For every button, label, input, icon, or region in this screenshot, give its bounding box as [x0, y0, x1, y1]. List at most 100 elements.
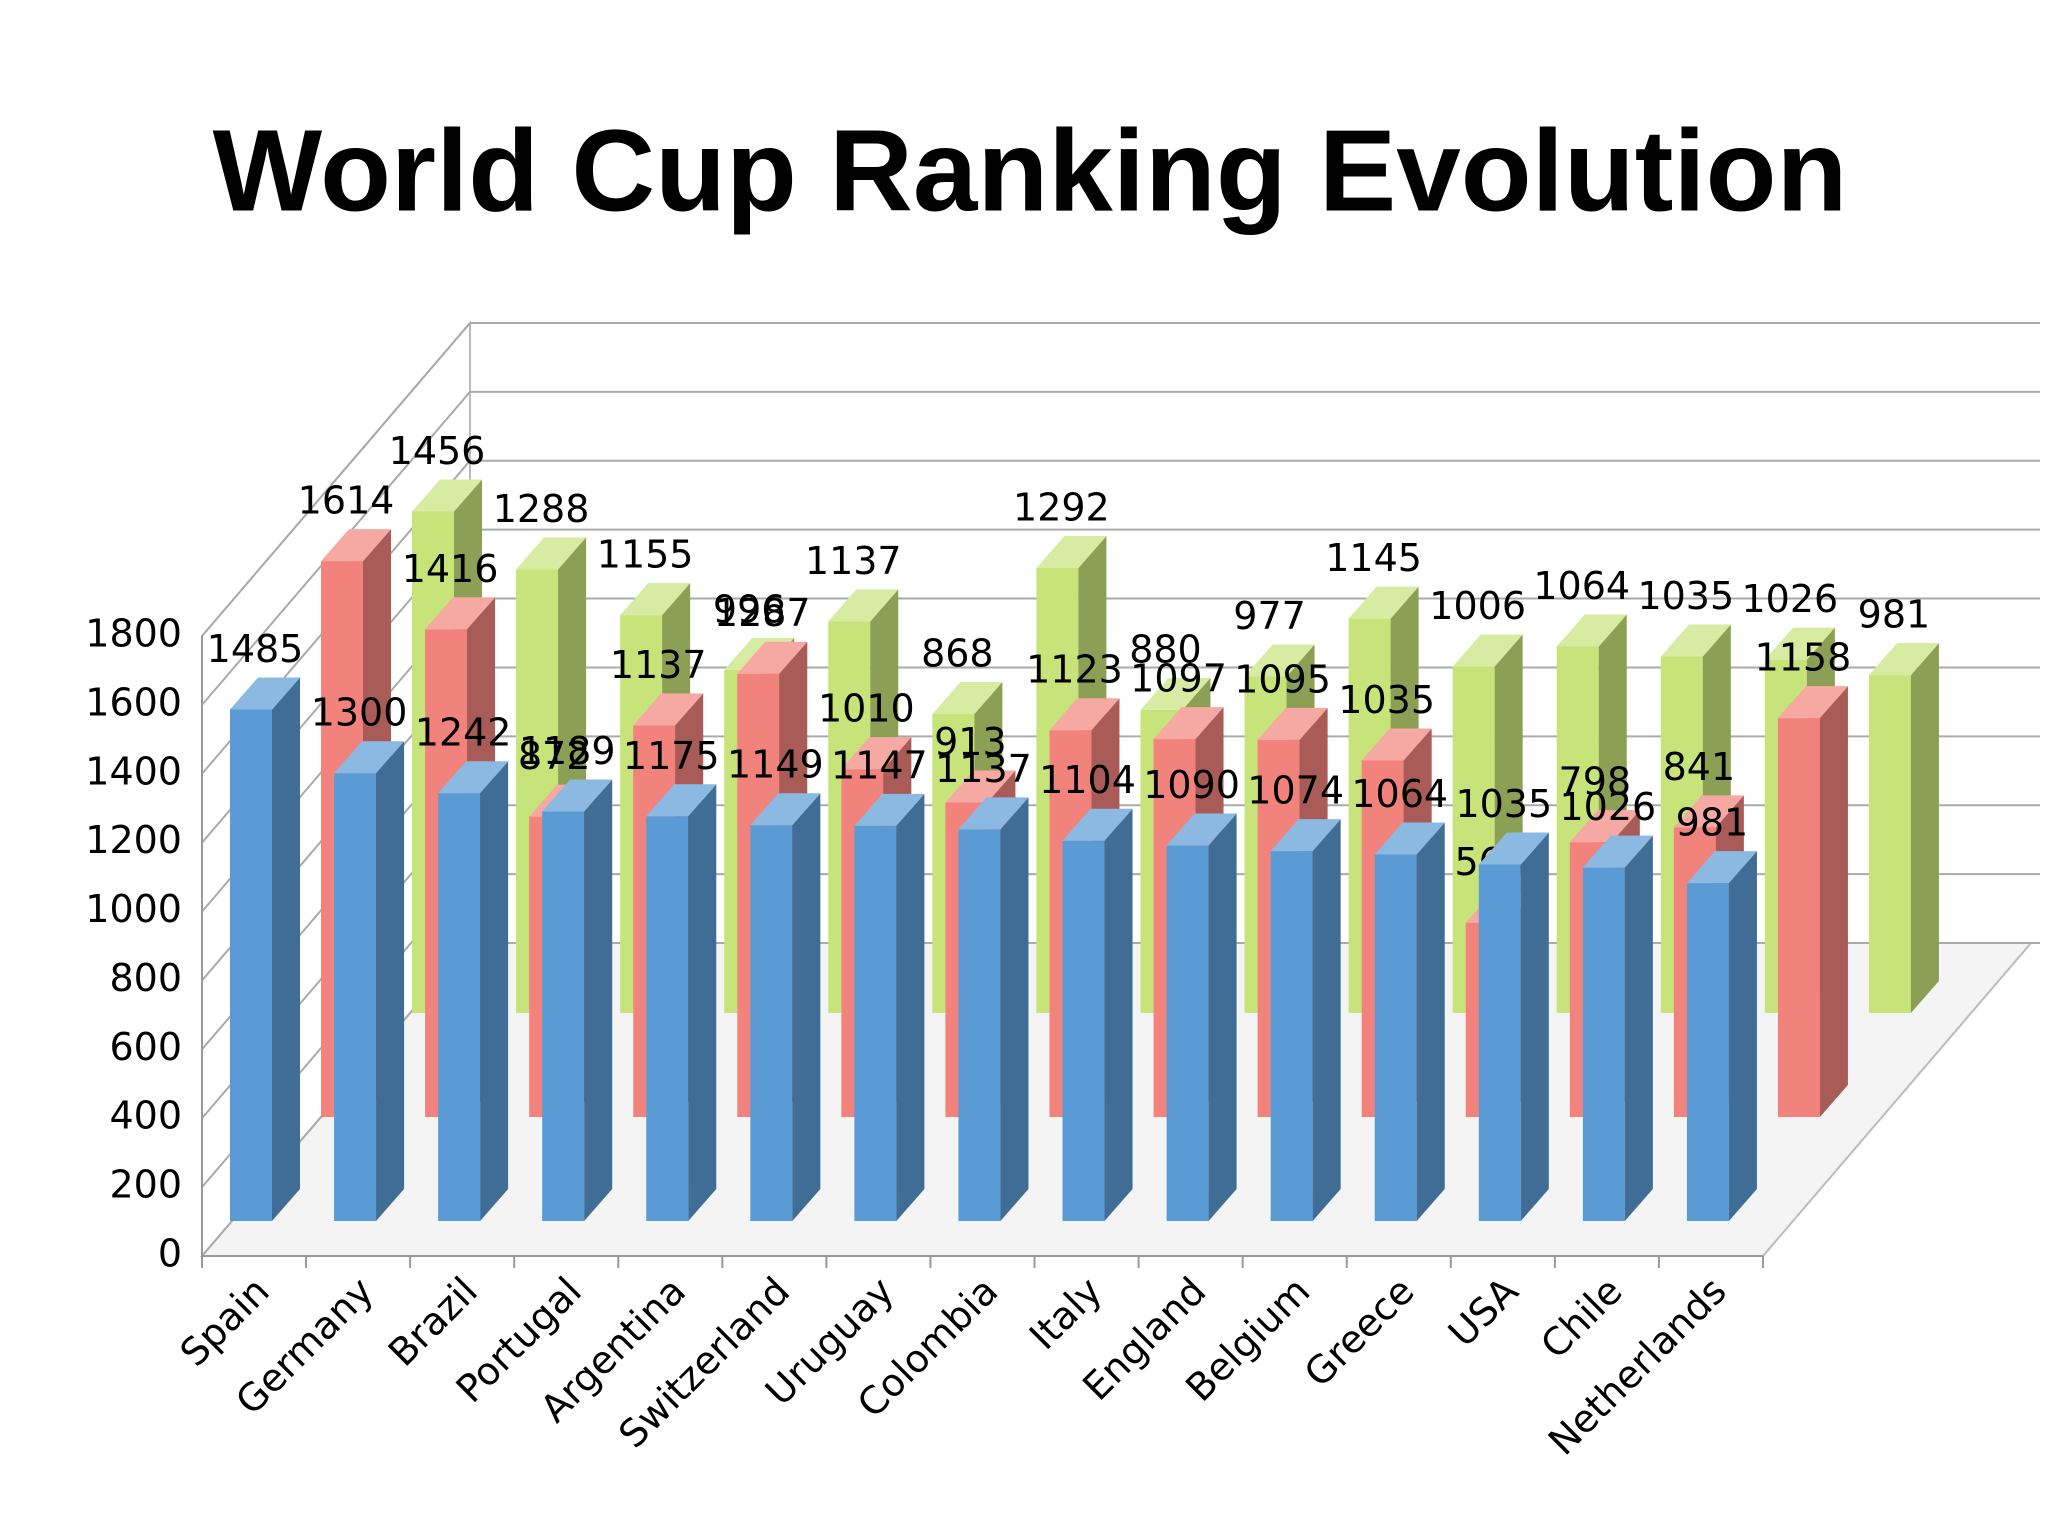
- value-label: 1035: [1637, 574, 1734, 618]
- x-tick-label: Italy: [1021, 1269, 1110, 1358]
- bar-top: [646, 784, 717, 817]
- value-label: 1074: [1247, 769, 1344, 813]
- bar: [1777, 686, 1848, 1117]
- value-label: 1026: [1560, 785, 1657, 829]
- bar-side: [1208, 813, 1237, 1221]
- bar-top: [425, 597, 496, 630]
- bar: [1062, 808, 1133, 1221]
- bar-side: [688, 784, 717, 1221]
- bar-top: [1764, 627, 1835, 660]
- bar-top: [412, 479, 482, 512]
- value-label: 880: [1129, 627, 1202, 671]
- bar-top: [1673, 795, 1744, 828]
- value-label: 1416: [402, 547, 499, 591]
- value-label: 1064: [1351, 772, 1448, 816]
- bar-side: [480, 761, 509, 1221]
- x-tick-label: USA: [1440, 1269, 1527, 1356]
- value-label: 1485: [207, 627, 304, 671]
- bar-top: [1049, 698, 1120, 731]
- y-tick-label: 400: [109, 1094, 182, 1138]
- value-label: 1614: [298, 479, 395, 523]
- y-tick-label: 0: [158, 1232, 182, 1276]
- bar: [1166, 813, 1237, 1221]
- bar-front: [750, 825, 793, 1221]
- bar-side: [1104, 808, 1133, 1221]
- value-label: 1292: [1013, 485, 1110, 529]
- value-label: 981: [1676, 801, 1749, 845]
- bar: [542, 779, 613, 1221]
- value-label: 1095: [1234, 657, 1331, 701]
- bar: [438, 761, 509, 1221]
- bar-top: [841, 737, 912, 770]
- bar-top: [516, 537, 587, 570]
- bar-side: [1520, 832, 1549, 1221]
- bar-front: [1582, 867, 1625, 1221]
- x-tick-label: Chile: [1532, 1269, 1630, 1367]
- y-tick-label: 1400: [85, 749, 182, 793]
- bar: [958, 797, 1029, 1221]
- bar-top: [438, 761, 509, 794]
- bar-top: [1374, 822, 1445, 855]
- value-label: 1097: [1130, 657, 1227, 701]
- bar-top: [1478, 832, 1549, 865]
- bar-side: [584, 779, 613, 1221]
- bar-top: [1582, 835, 1653, 868]
- bar: [334, 741, 405, 1221]
- value-label: 1137: [805, 539, 902, 583]
- bar: [1478, 832, 1549, 1221]
- value-label: 1137: [935, 747, 1032, 791]
- value-label: 1064: [1533, 564, 1630, 608]
- bar: [230, 677, 300, 1221]
- bar-top: [1452, 634, 1523, 667]
- bar-front: [1062, 840, 1105, 1221]
- value-label: 1149: [727, 743, 824, 787]
- y-tick-label: 1600: [85, 680, 182, 724]
- y-tick-label: 800: [109, 956, 182, 1000]
- value-label: 1035: [1455, 782, 1552, 826]
- bar-top: [542, 779, 613, 812]
- bar-side: [1728, 851, 1757, 1221]
- bar: [1868, 643, 1939, 1013]
- y-tick-label: 200: [109, 1163, 182, 1207]
- bar-side: [1416, 822, 1445, 1221]
- value-label: 1035: [1338, 678, 1435, 722]
- value-label: 1158: [1755, 636, 1852, 680]
- y-tick-label: 600: [109, 1025, 182, 1069]
- bar-side: [792, 793, 821, 1221]
- y-tick-label: 1200: [85, 818, 182, 862]
- bar-top: [737, 641, 808, 674]
- bar-top: [1348, 586, 1419, 619]
- y-tick-label: 1000: [85, 887, 182, 931]
- bar-front: [1868, 675, 1911, 1013]
- value-label: 1175: [623, 734, 720, 778]
- value-label: 913: [934, 720, 1007, 764]
- value-label: 872: [518, 734, 591, 778]
- bar-top: [828, 589, 899, 622]
- value-label: 798: [1559, 760, 1632, 804]
- bar-front: [438, 793, 481, 1221]
- bar-top: [1140, 677, 1211, 710]
- bar: [854, 793, 925, 1221]
- bar-front: [1166, 845, 1209, 1221]
- bar-top: [1569, 810, 1640, 843]
- bar-front: [854, 825, 897, 1221]
- value-label: 1189: [519, 729, 616, 773]
- value-label: 1287: [714, 591, 811, 635]
- bar-side: [896, 793, 925, 1221]
- value-label: 977: [1233, 594, 1306, 638]
- bar-top: [1868, 643, 1939, 676]
- bar-front: [1270, 851, 1313, 1221]
- bar-top: [750, 793, 821, 826]
- bar-side: [1624, 835, 1653, 1221]
- bar: [1582, 835, 1653, 1221]
- x-tick-label: Greece: [1296, 1269, 1423, 1396]
- bar-front: [1686, 883, 1729, 1221]
- bar: [1270, 819, 1341, 1221]
- chart-title: World Cup Ranking Evolution: [213, 106, 1848, 236]
- bar-top: [620, 583, 691, 616]
- bar-front: [542, 811, 585, 1221]
- bar: [1374, 822, 1445, 1221]
- bar-top: [1556, 614, 1627, 647]
- bar-top: [945, 770, 1016, 803]
- bar-side: [376, 741, 405, 1221]
